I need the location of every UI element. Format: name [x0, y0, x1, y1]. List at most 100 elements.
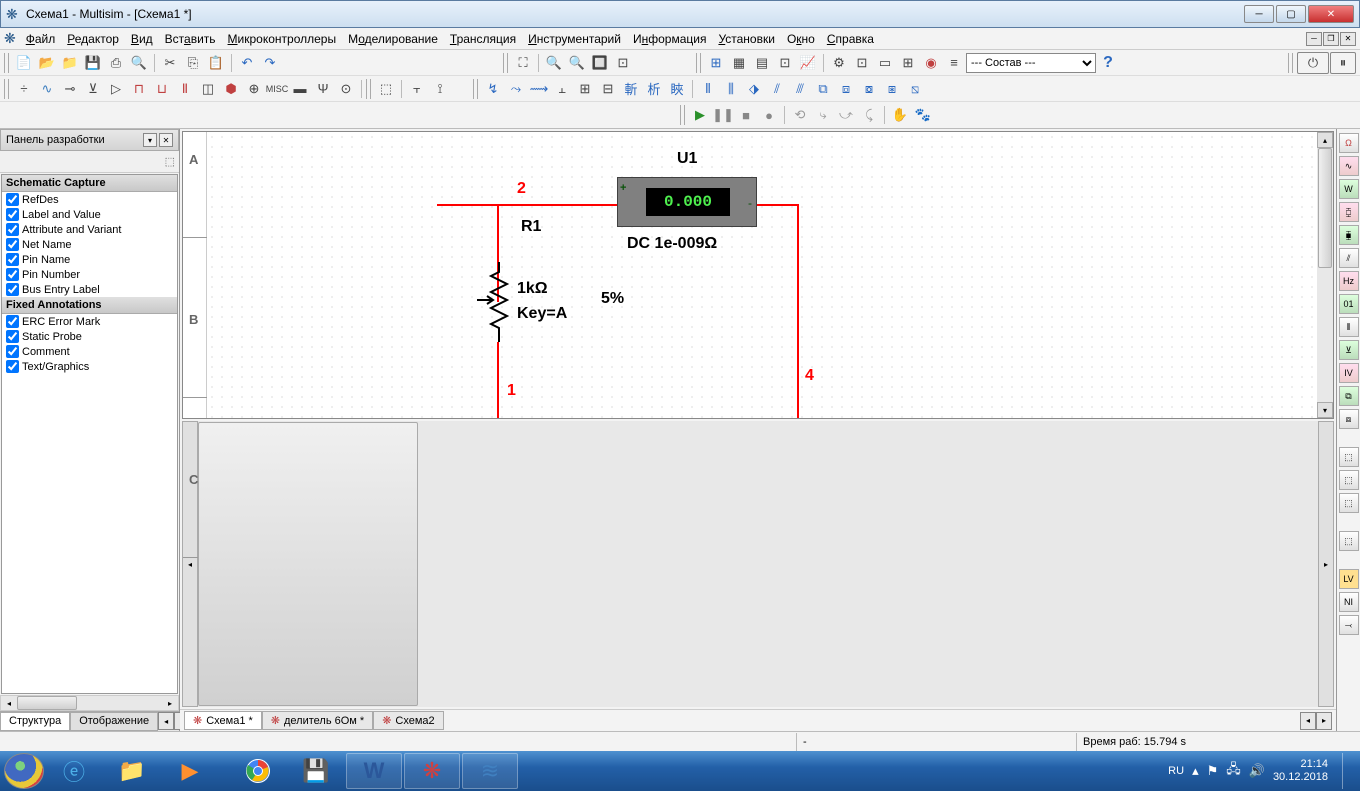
menu-reports[interactable]: Информация — [627, 30, 712, 48]
netlist-button[interactable]: ▤ — [751, 52, 773, 74]
menu-help[interactable]: Справка — [821, 30, 880, 48]
canvas-hscroll[interactable]: ◂ ▸ — [182, 421, 1334, 707]
rt-agilent1[interactable]: ⬚ — [1339, 447, 1359, 467]
tree-item[interactable]: Comment — [2, 344, 177, 359]
sim-pause-button[interactable]: ❚❚ — [712, 104, 734, 126]
instrument-scope-button[interactable]: 析 — [643, 78, 665, 100]
task-wmp[interactable]: ▶ — [162, 753, 218, 789]
tree-checkbox[interactable] — [6, 253, 19, 266]
rt-agilent2[interactable]: ⬚ — [1339, 470, 1359, 490]
tree-item[interactable]: Static Probe — [2, 329, 177, 344]
rt-tek[interactable]: ⬚ — [1339, 531, 1359, 551]
copy-button[interactable]: ⎘ — [182, 52, 204, 74]
probe-current-button[interactable]: ⤳ — [505, 78, 527, 100]
tree-item[interactable]: RefDes — [2, 192, 177, 207]
menu-tools[interactable]: Инструментарий — [522, 30, 627, 48]
open-example-button[interactable]: 📁 — [59, 52, 81, 74]
rt-freq[interactable]: Hz — [1339, 271, 1359, 291]
instrument-distortion-button[interactable]: ⧈ — [835, 78, 857, 100]
new-button[interactable]: 📄 — [13, 52, 35, 74]
instrument-iv-button[interactable]: ⧉ — [812, 78, 834, 100]
task-ie[interactable]: ⓔ — [46, 753, 102, 789]
instrument-freq-button[interactable]: ⫼ — [720, 78, 742, 100]
rt-wordgen[interactable]: 01 — [1339, 294, 1359, 314]
instrument-logic-analyzer-button[interactable]: ⫽ — [766, 78, 788, 100]
place-misc-digital-button[interactable]: Ⅱ — [174, 78, 196, 100]
instrument-wattmeter-button[interactable]: 斬 — [620, 78, 642, 100]
print-preview-button[interactable]: 🔍 — [128, 52, 150, 74]
panel-dropdown-button[interactable]: ▾ — [143, 133, 157, 147]
mdi-restore[interactable]: ❐ — [1323, 32, 1339, 46]
doc-tab-scroll-right[interactable]: ▸ — [1316, 712, 1332, 730]
tree-checkbox[interactable] — [6, 360, 19, 373]
tray-show-hidden-icon[interactable]: ▴ — [1192, 763, 1199, 779]
task-chrome[interactable] — [230, 753, 286, 789]
rt-iv[interactable]: IV — [1339, 363, 1359, 383]
tree-checkbox[interactable] — [6, 268, 19, 281]
place-indicator-button[interactable]: ⬢ — [220, 78, 242, 100]
rt-wattmeter[interactable]: W — [1339, 179, 1359, 199]
rt-elvis[interactable]: NI — [1339, 592, 1359, 612]
place-electromech-button[interactable]: ⊙ — [335, 78, 357, 100]
database-button[interactable]: ▭ — [874, 52, 896, 74]
menu-transfer[interactable]: Трансляция — [444, 30, 522, 48]
rt-current-probe[interactable]: ⤙ — [1339, 615, 1359, 635]
place-ni-button[interactable]: ⬚ — [375, 78, 397, 100]
doc-tab-3[interactable]: ❋Схема2 — [373, 711, 443, 730]
instrument-wordgen-button[interactable]: ⬗ — [743, 78, 765, 100]
rt-labview[interactable]: LV — [1339, 569, 1359, 589]
help-button[interactable]: ? — [1097, 52, 1119, 74]
place-analog-button[interactable]: ▷ — [105, 78, 127, 100]
schematic-canvas[interactable]: 2 1 3 4 U1 + 0.000 - DC 1e-009Ω R1 — [207, 132, 1317, 418]
rt-agilent3[interactable]: ⬚ — [1339, 493, 1359, 513]
place-rf-button[interactable]: Ψ — [312, 78, 334, 100]
menu-view[interactable]: Вид — [125, 30, 159, 48]
zoom-area-button[interactable]: 🔲 — [589, 52, 611, 74]
panel-tool-icon[interactable]: ⬚ — [165, 155, 175, 168]
instrument-logic-conv-button[interactable]: ⫻ — [789, 78, 811, 100]
tray-volume-icon[interactable]: 🔊 — [1249, 763, 1265, 779]
task-multisim1[interactable]: ❋ — [404, 753, 460, 789]
fullscreen-button[interactable]: ⛶ — [512, 52, 534, 74]
menu-mcu[interactable]: Микроконтроллеры — [222, 30, 343, 48]
menu-window[interactable]: Окно — [781, 30, 821, 48]
instrument-spectrum-button[interactable]: ⧇ — [858, 78, 880, 100]
rt-logic-conv[interactable]: ⊻ — [1339, 340, 1359, 360]
tree-item[interactable]: Pin Name — [2, 252, 177, 267]
run-switch[interactable]: ⏻ — [1297, 52, 1329, 74]
instrument-network-button[interactable]: ⧆ — [881, 78, 903, 100]
tree-item[interactable]: Bus Entry Label — [2, 282, 177, 297]
design-toolbox-button[interactable]: ⊞ — [705, 52, 727, 74]
redo-button[interactable]: ↷ — [259, 52, 281, 74]
zoom-in-button[interactable]: 🔍 — [543, 52, 565, 74]
place-mcu-button[interactable]: ⟟ — [429, 78, 451, 100]
doc-tab-scroll-left[interactable]: ◂ — [1300, 712, 1316, 730]
tree-item[interactable]: Label and Value — [2, 207, 177, 222]
instrument-multimeter-button[interactable]: ⊞ — [574, 78, 596, 100]
tree-item[interactable]: Attribute and Variant — [2, 222, 177, 237]
tray-network-icon[interactable]: 🖧 — [1226, 760, 1241, 782]
tree-item[interactable]: Pin Number — [2, 267, 177, 282]
place-cmos-button[interactable]: ⊔ — [151, 78, 173, 100]
component-wizard-button[interactable]: ⊡ — [851, 52, 873, 74]
ammeter-u1[interactable]: + 0.000 - — [617, 177, 757, 227]
instrument-agilent-button[interactable]: ⧅ — [904, 78, 926, 100]
analysis-button[interactable]: ◉ — [920, 52, 942, 74]
panel-hscroll[interactable]: ◂▸ — [0, 695, 179, 711]
sim-step-into-button[interactable]: ⤷ — [812, 104, 834, 126]
doc-tab-2[interactable]: ❋делитель 6Ом * — [262, 711, 373, 730]
erc-button[interactable]: ⊞ — [897, 52, 919, 74]
tray-lang[interactable]: RU — [1168, 765, 1184, 777]
tree-checkbox[interactable] — [6, 208, 19, 221]
tree-item[interactable]: Net Name — [2, 237, 177, 252]
tree-checkbox[interactable] — [6, 315, 19, 328]
rt-scope2[interactable]: ⧮ — [1339, 202, 1359, 222]
sim-interactive-button[interactable]: ⟲ — [789, 104, 811, 126]
close-button[interactable]: ✕ — [1308, 5, 1354, 23]
tree-checkbox[interactable] — [6, 223, 19, 236]
instrument-bode-button[interactable]: ⫴ — [697, 78, 719, 100]
tree-checkbox[interactable] — [6, 330, 19, 343]
sim-step-out-button[interactable]: ⤹ — [858, 104, 880, 126]
probe-power-button[interactable]: ⟿ — [528, 78, 550, 100]
place-mixed-button[interactable]: ◫ — [197, 78, 219, 100]
